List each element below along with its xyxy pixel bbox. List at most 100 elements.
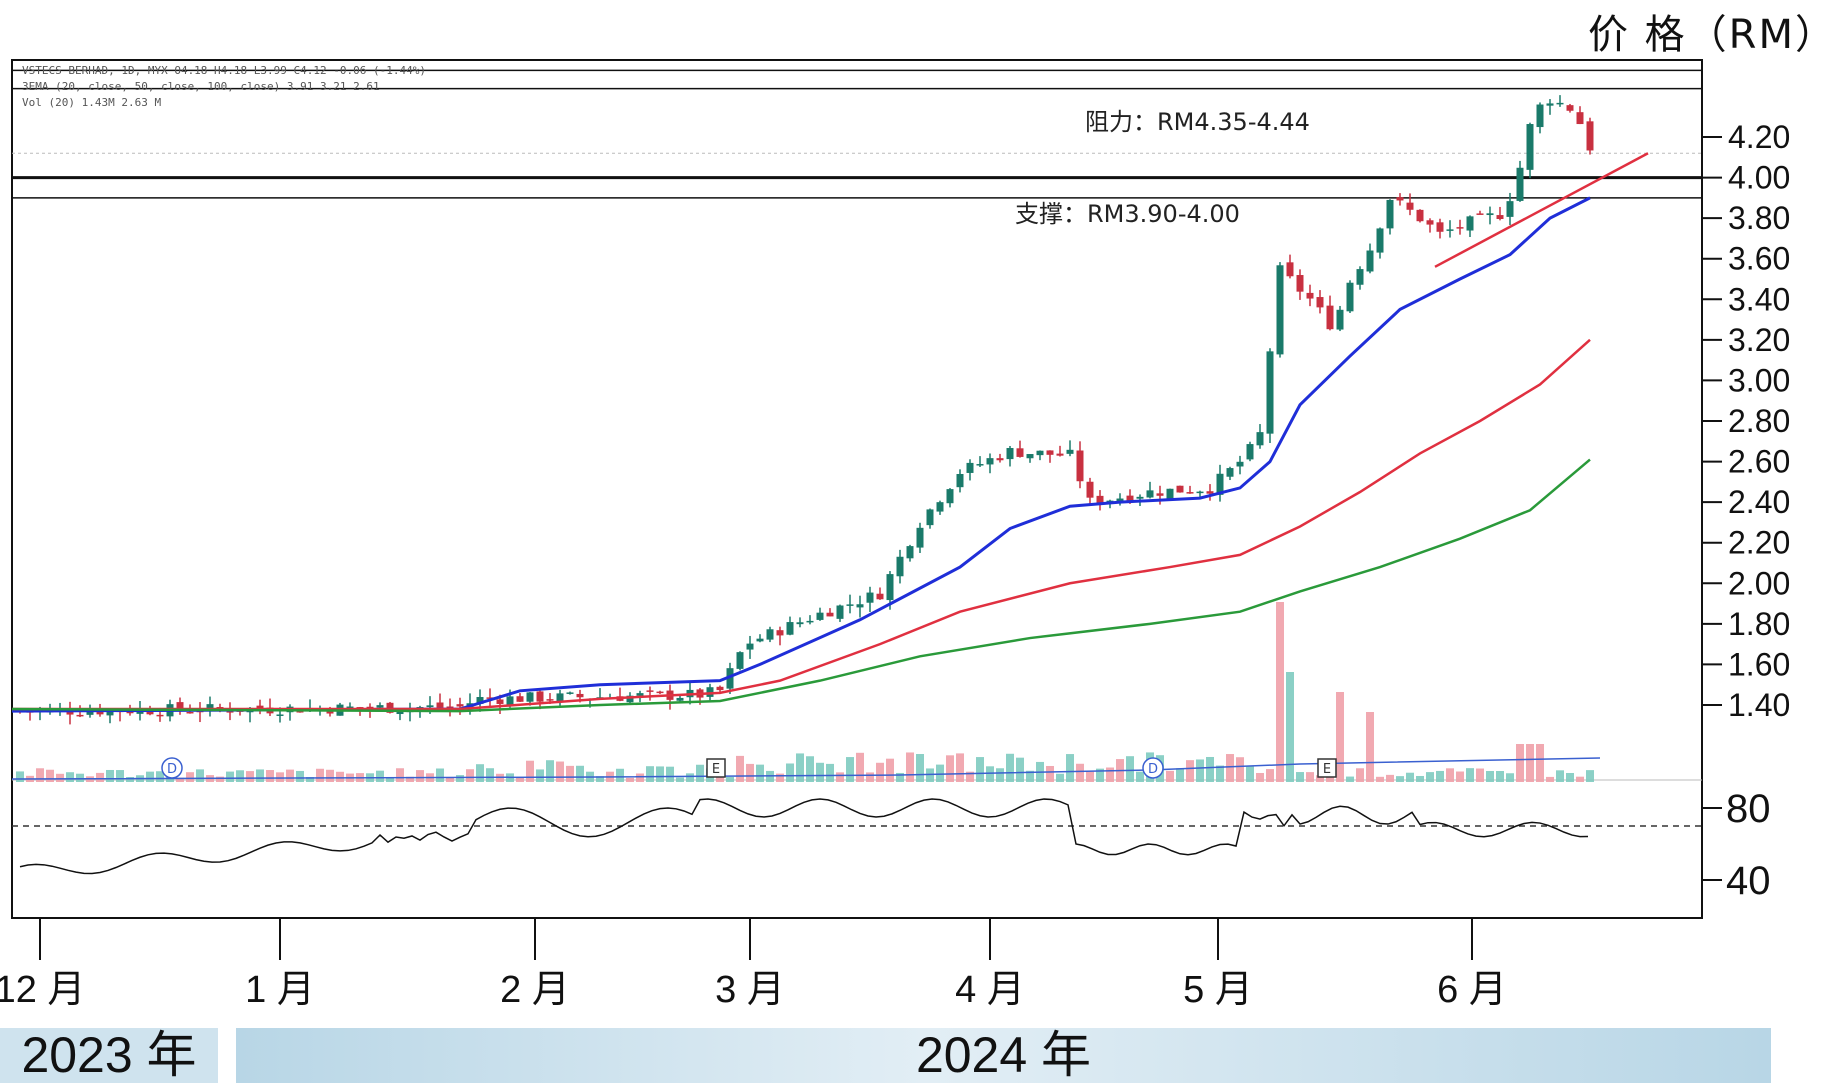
volume-bar [866, 772, 874, 782]
volume-bar [956, 753, 964, 782]
volume-bar [1336, 692, 1344, 782]
candle-body [1036, 450, 1044, 456]
volume-bar [126, 777, 134, 782]
volume-bar [476, 764, 484, 782]
month-tick-label: 4 月 [955, 969, 1025, 1011]
volume-bar [646, 766, 654, 782]
candle-body [856, 604, 864, 608]
candle-body [576, 693, 584, 698]
candle-body [1516, 167, 1524, 201]
dividend-event-marker [161, 757, 183, 779]
volume-bar [1486, 770, 1494, 782]
volume-bar [1346, 776, 1354, 782]
candle-body [1226, 468, 1234, 477]
volume-bar [976, 757, 984, 782]
volume-bar [76, 773, 84, 782]
volume-bar [1136, 771, 1144, 782]
candle-body [1406, 202, 1414, 210]
volume-bar [906, 752, 914, 782]
candle-body [1246, 444, 1254, 460]
price-tick-label: 2.00 [1728, 565, 1790, 601]
price-tick-label: 2.40 [1728, 484, 1790, 520]
candle-body [906, 546, 914, 559]
candle-body [276, 714, 284, 716]
candle-body [256, 705, 264, 710]
price-tick-label: 3.20 [1728, 322, 1790, 358]
candle-body [1236, 461, 1244, 467]
candle-body [66, 711, 74, 715]
candle-body [676, 697, 684, 701]
volume-bar [1466, 768, 1474, 782]
volume-bar [1576, 776, 1584, 782]
price-tick-label: 2.80 [1728, 403, 1790, 439]
candle-body [1216, 473, 1224, 495]
volume-bar [266, 770, 274, 782]
volume-bar [316, 768, 324, 782]
volume-bar [806, 756, 814, 782]
candle-body [776, 630, 784, 636]
candle-body [796, 622, 804, 625]
candle-body [786, 622, 794, 635]
volume-bar [186, 772, 194, 782]
candle-body [1166, 488, 1174, 499]
volume-bar [1236, 757, 1244, 782]
volume-bar [1546, 776, 1554, 782]
volume-bar [1276, 602, 1284, 782]
volume-bar [386, 777, 394, 782]
volume-bar [66, 772, 74, 782]
legend-ema: 3EMA (20, close, 50, close, 100, close) … [22, 80, 380, 93]
volume-bar [1006, 753, 1014, 782]
event-marker-label: D [167, 762, 177, 777]
candle-body [486, 697, 494, 699]
volume-bar [746, 763, 754, 782]
volume-bar [686, 773, 694, 782]
month-tick-label: 6 月 [1437, 969, 1507, 1011]
volume-bar [1056, 773, 1064, 782]
price-tick-label: 3.00 [1728, 362, 1790, 398]
volume-bar [1386, 774, 1394, 782]
volume-bar [916, 754, 924, 782]
volume-bar [1066, 754, 1074, 782]
volume-bar [896, 772, 904, 782]
candle-body [1126, 495, 1134, 502]
candle-body [656, 691, 664, 694]
candle-body [1436, 222, 1444, 232]
candle-body [566, 692, 574, 694]
candle-body [1026, 454, 1034, 459]
volume-bar [786, 763, 794, 782]
volume-bar [1196, 759, 1204, 782]
earnings-event-marker [1317, 758, 1337, 778]
candle-body [626, 695, 634, 703]
candle-body [1506, 201, 1514, 217]
volume-bar [416, 770, 424, 782]
volume-bar [776, 773, 784, 782]
candle-body [156, 714, 164, 717]
volume-bar [1396, 776, 1404, 782]
candle-body [1266, 351, 1274, 434]
volume-bar [296, 770, 304, 782]
price-tick-label: 2.60 [1728, 444, 1790, 480]
candle-body [356, 707, 364, 709]
volume-bar [996, 768, 1004, 782]
volume-bar [876, 762, 884, 782]
candle-body [726, 668, 734, 689]
volume-bar [616, 768, 624, 782]
ema-20-line [11, 196, 1591, 713]
candle-body [756, 638, 764, 642]
month-tick-label: 1 月 [245, 969, 315, 1011]
candle-body [1356, 269, 1364, 285]
volume-bar [226, 771, 234, 782]
candle-body [1346, 282, 1354, 312]
month-tick-label: 3 月 [715, 969, 785, 1011]
volume-bar [16, 771, 24, 782]
candle-body [1476, 213, 1484, 215]
candle-body [1186, 492, 1194, 494]
volume-average-line [11, 757, 1601, 780]
volume-bar [36, 768, 44, 782]
price-tick-label: 1.80 [1728, 606, 1790, 642]
volume-bar [1556, 770, 1564, 782]
volume-bar [1456, 771, 1464, 782]
candle-body [426, 705, 434, 708]
volume-bar [566, 765, 574, 782]
volume-bar [1316, 775, 1324, 782]
